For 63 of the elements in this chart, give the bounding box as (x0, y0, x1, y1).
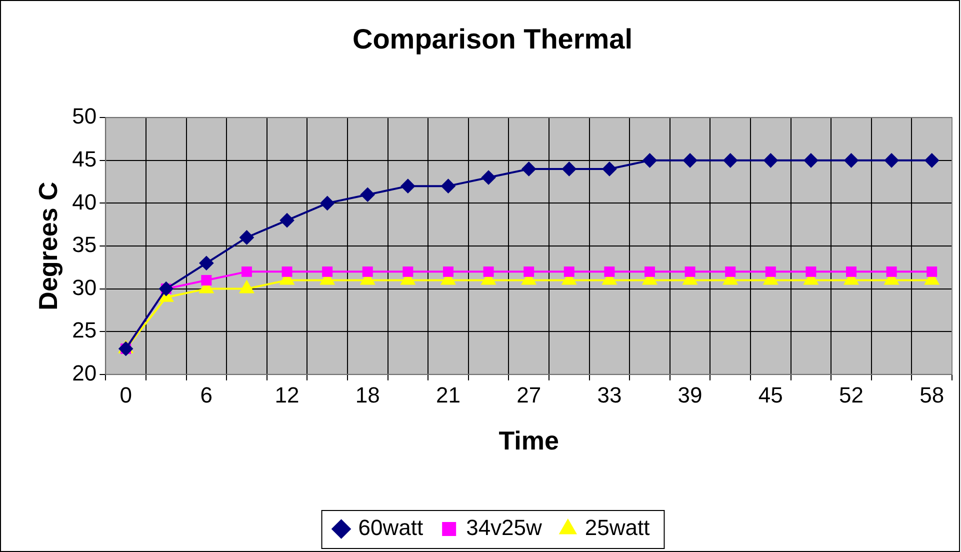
point (360, 188, 375, 202)
legend-label: 60watt (358, 515, 424, 540)
y-tick-label: 30 (72, 274, 97, 300)
point (482, 170, 496, 185)
x-tick-label: 39 (678, 382, 702, 408)
x-tick-label: 45 (758, 382, 783, 408)
point (322, 266, 333, 277)
x-tick-label: 58 (920, 382, 944, 408)
point (926, 266, 938, 277)
x-tick-label: 33 (597, 382, 622, 408)
x-axis-title: Time (498, 426, 559, 456)
point (884, 153, 899, 168)
point (441, 179, 456, 194)
point (846, 266, 856, 277)
point (282, 266, 292, 277)
x-tick-label: 21 (436, 382, 460, 408)
point (201, 275, 212, 286)
point (806, 266, 816, 277)
point (522, 162, 536, 176)
point (764, 153, 778, 168)
point (886, 266, 897, 277)
y-tick-label: 35 (72, 232, 97, 258)
point (402, 266, 414, 277)
y-tick-label: 20 (72, 360, 97, 386)
y-axis-title: Degrees C (32, 181, 63, 310)
point (602, 162, 616, 176)
x-tick-label: 6 (200, 382, 213, 408)
legend-label: 25watt (584, 515, 650, 540)
point (562, 162, 576, 176)
point (320, 196, 334, 210)
y-tick-label: 40 (72, 189, 97, 214)
y-tick-label: 50 (72, 104, 97, 129)
y-tick-label: 45 (72, 146, 97, 172)
point (483, 266, 494, 277)
point (400, 179, 415, 194)
point (280, 213, 294, 228)
point (684, 266, 696, 277)
point (765, 266, 776, 277)
point (683, 153, 698, 168)
point (241, 266, 252, 277)
point (725, 266, 736, 277)
point (442, 266, 454, 277)
point (524, 266, 534, 277)
point (644, 266, 655, 277)
point (362, 266, 373, 277)
x-tick-label: 0 (120, 382, 132, 408)
point (804, 153, 818, 168)
x-tick-label: 18 (355, 382, 380, 408)
point (240, 230, 254, 244)
point (564, 266, 574, 277)
point (723, 153, 738, 168)
point (240, 280, 254, 294)
point (199, 256, 214, 270)
x-tick-label: 12 (274, 382, 300, 408)
x-tick-label: 27 (516, 382, 542, 408)
chart-title: Comparison Thermal (352, 24, 633, 55)
point (642, 153, 657, 168)
point (844, 153, 858, 168)
point (604, 266, 615, 277)
y-tick-label: 25 (72, 318, 97, 343)
point (924, 153, 939, 168)
x-tick-label: 52 (839, 382, 864, 408)
legend-label: 34v25w (466, 515, 542, 540)
